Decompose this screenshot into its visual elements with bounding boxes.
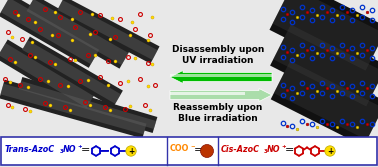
FancyArrow shape bbox=[170, 89, 272, 102]
Text: COO: COO bbox=[170, 144, 189, 153]
Text: NO: NO bbox=[267, 145, 280, 154]
FancyArrow shape bbox=[170, 92, 245, 95]
FancyArrow shape bbox=[170, 74, 272, 77]
Circle shape bbox=[325, 146, 335, 156]
Text: −: − bbox=[190, 143, 195, 148]
Circle shape bbox=[126, 146, 136, 156]
Text: =: = bbox=[81, 145, 90, 155]
Text: Trans-AzoC: Trans-AzoC bbox=[5, 145, 55, 154]
Text: 3: 3 bbox=[264, 149, 268, 154]
Text: 3: 3 bbox=[60, 149, 64, 154]
Text: NO: NO bbox=[63, 145, 76, 154]
Text: +: + bbox=[128, 146, 134, 155]
FancyBboxPatch shape bbox=[1, 137, 377, 165]
FancyArrow shape bbox=[170, 70, 272, 84]
Text: +: + bbox=[77, 144, 82, 149]
Text: +: + bbox=[327, 146, 333, 155]
Text: Reassembly upon
Blue irradiation: Reassembly upon Blue irradiation bbox=[173, 103, 263, 123]
Text: +: + bbox=[281, 144, 286, 149]
Text: Disassembly upon
UV irradiation: Disassembly upon UV irradiation bbox=[172, 45, 264, 65]
Circle shape bbox=[200, 144, 214, 157]
Text: =: = bbox=[285, 145, 294, 155]
Text: Cis-AzoC: Cis-AzoC bbox=[221, 145, 260, 154]
Text: =: = bbox=[194, 145, 203, 155]
